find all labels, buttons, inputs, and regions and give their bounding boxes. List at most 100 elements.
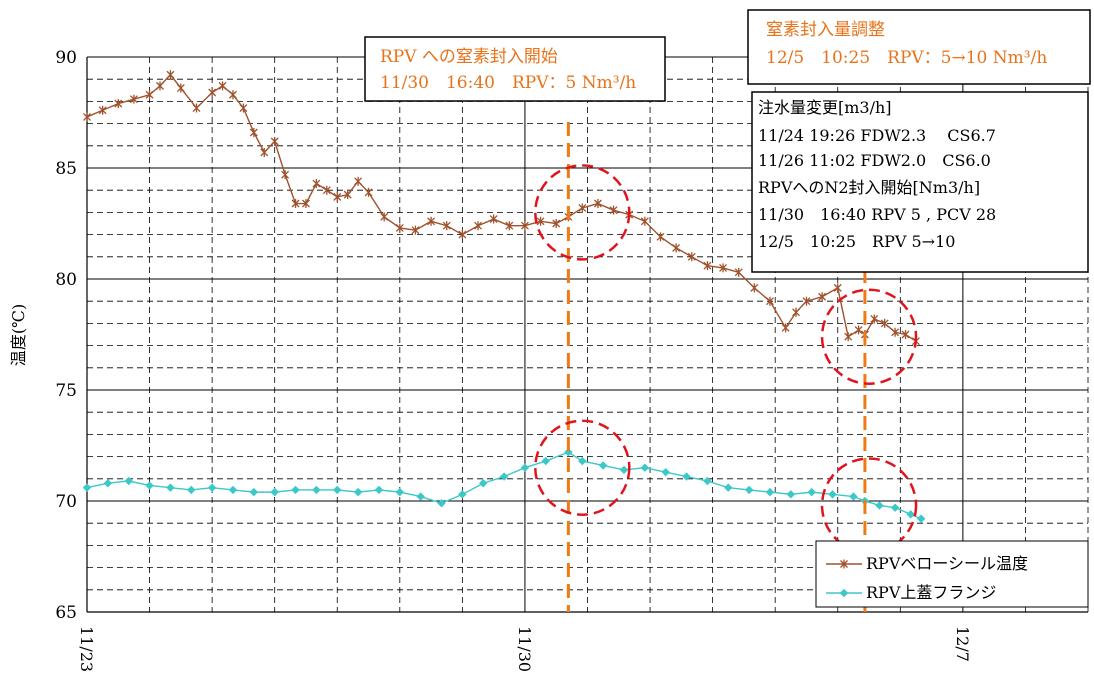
data-point [766,296,774,306]
data-point [807,487,816,497]
legend-marker [840,559,848,569]
data-point [906,510,915,519]
data-point [208,88,217,98]
annotation-rpv-start-box [364,36,666,102]
data-point [750,283,759,293]
data-point [291,199,300,209]
data-point [270,136,279,146]
x-tick-label: 11/23 [77,626,96,672]
data-point [875,501,884,510]
data-point [802,296,811,306]
data-point [901,330,910,339]
legend-marks [826,559,862,598]
y-tick-label: 80 [55,270,77,290]
notes-line: 11/24 19:26 FDW2.3 CS6.7 [758,126,996,145]
data-point [781,323,790,333]
notes-line: 11/26 11:02 FDW2.0 CS6.0 [758,151,991,170]
data-point [786,490,796,499]
data-point [312,485,321,495]
data-point [249,127,258,137]
notes-line: 11/30 16:40 RPV 5 , PCV 28 [758,205,996,224]
series-1 [82,447,926,523]
vertical-markers [566,122,867,612]
data-point [849,492,858,501]
data-point [291,485,300,495]
data-point [411,225,420,235]
data-point [437,499,446,508]
data-point [395,223,404,233]
data-point [192,103,201,113]
legend-marker [839,588,849,598]
legend-label-flange: RPV上蓋フランジ [866,583,996,602]
notes-box-frame [751,91,1089,273]
annotation-adjust-detail: 12/5 10:25 RPV：5→10 Nm³/h [766,48,1047,68]
data-point [520,221,529,231]
data-point [129,94,138,104]
annotation-adjust-box [747,9,1091,85]
series-line [86,73,917,342]
data-point [166,483,175,492]
data-point [640,216,649,226]
data-point [578,203,587,213]
data-point [114,99,123,109]
data-point [218,81,227,91]
data-point [703,261,712,271]
data-point [593,199,602,209]
series-layer [82,70,926,523]
data-point [479,479,488,488]
data-point [489,214,498,224]
data-point [442,221,451,231]
data-point [619,465,629,475]
annotation-adjust-title: 窒素封入量調整 [766,20,885,40]
data-point [844,332,853,342]
data-point [416,492,425,501]
y-tick-label: 70 [55,492,77,512]
y-tick-label: 65 [55,603,77,623]
notes-box: 注水量変更[m3/h] 11/24 19:26 FDW2.3 CS6.7 11/… [751,91,1089,273]
data-point [499,472,509,481]
x-tick-label: 12/7 [953,626,972,662]
data-point [640,463,650,472]
data-point [103,479,113,488]
data-point [828,490,837,499]
data-point [82,483,92,492]
data-point [354,176,363,186]
data-point [176,83,185,93]
series-0 [83,70,920,346]
data-point [145,481,154,490]
annotation-rpv-start: RPV への窒素封入開始 11/30 16:40 RPV：5 Nm³/h [364,36,666,102]
data-point [322,185,331,195]
annotation-rpv-start-detail: 11/30 16:40 RPV：5 Nm³/h [380,73,636,93]
y-tick-label: 85 [55,159,77,179]
data-point [724,483,733,492]
data-point [656,232,665,242]
data-point [302,199,310,209]
data-point [260,147,269,157]
data-point [156,81,164,91]
data-point [818,292,827,302]
data-point [833,283,842,293]
data-point [541,456,550,466]
data-point [474,221,482,231]
data-point [353,487,363,497]
data-point [672,243,681,253]
legend-box [815,540,1089,608]
data-point [83,112,91,122]
data-point [343,190,352,200]
data-point [792,307,801,317]
notes-line: 注水量変更[m3/h] [758,98,892,117]
data-point [187,485,196,495]
highlight-circle [820,288,918,385]
x-tick-label: 11/30 [515,626,534,672]
data-point [145,90,154,100]
data-point [564,447,573,457]
data-point [364,187,373,197]
data-point [854,325,863,335]
data-point [166,70,175,80]
data-point [578,456,587,466]
y-tick-label: 75 [55,381,77,401]
data-point [458,230,467,240]
data-point [427,216,436,226]
data-point [891,327,900,337]
